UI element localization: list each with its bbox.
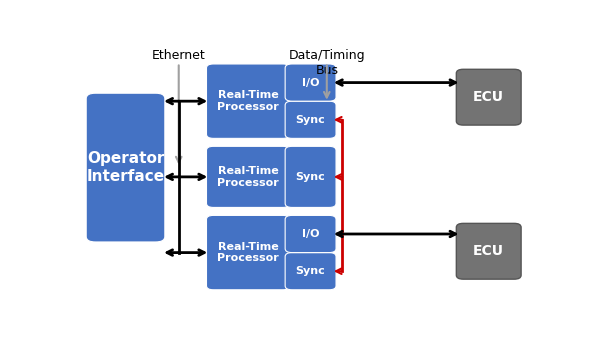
Text: Sync: Sync: [296, 266, 325, 276]
Text: Data/Timing
Bus: Data/Timing Bus: [288, 49, 365, 77]
Text: ECU: ECU: [473, 90, 504, 104]
Text: ECU: ECU: [473, 244, 504, 258]
Text: Real-Time
Processor: Real-Time Processor: [217, 242, 279, 263]
Text: Real-Time
Processor: Real-Time Processor: [217, 166, 279, 188]
FancyBboxPatch shape: [456, 69, 521, 125]
Text: Operator
Interface: Operator Interface: [87, 151, 165, 184]
FancyBboxPatch shape: [285, 64, 336, 101]
FancyBboxPatch shape: [285, 146, 336, 207]
FancyBboxPatch shape: [207, 64, 290, 138]
Text: Sync: Sync: [296, 115, 325, 125]
FancyBboxPatch shape: [86, 93, 165, 242]
FancyBboxPatch shape: [285, 101, 336, 138]
Text: I/O: I/O: [302, 229, 319, 239]
FancyBboxPatch shape: [207, 215, 290, 290]
FancyBboxPatch shape: [285, 253, 336, 290]
FancyBboxPatch shape: [456, 223, 521, 279]
Text: I/O: I/O: [302, 78, 319, 88]
FancyBboxPatch shape: [207, 146, 290, 207]
Text: Ethernet: Ethernet: [152, 49, 205, 62]
Text: Sync: Sync: [296, 172, 325, 182]
FancyBboxPatch shape: [285, 215, 336, 253]
Text: Real-Time
Processor: Real-Time Processor: [217, 90, 279, 112]
